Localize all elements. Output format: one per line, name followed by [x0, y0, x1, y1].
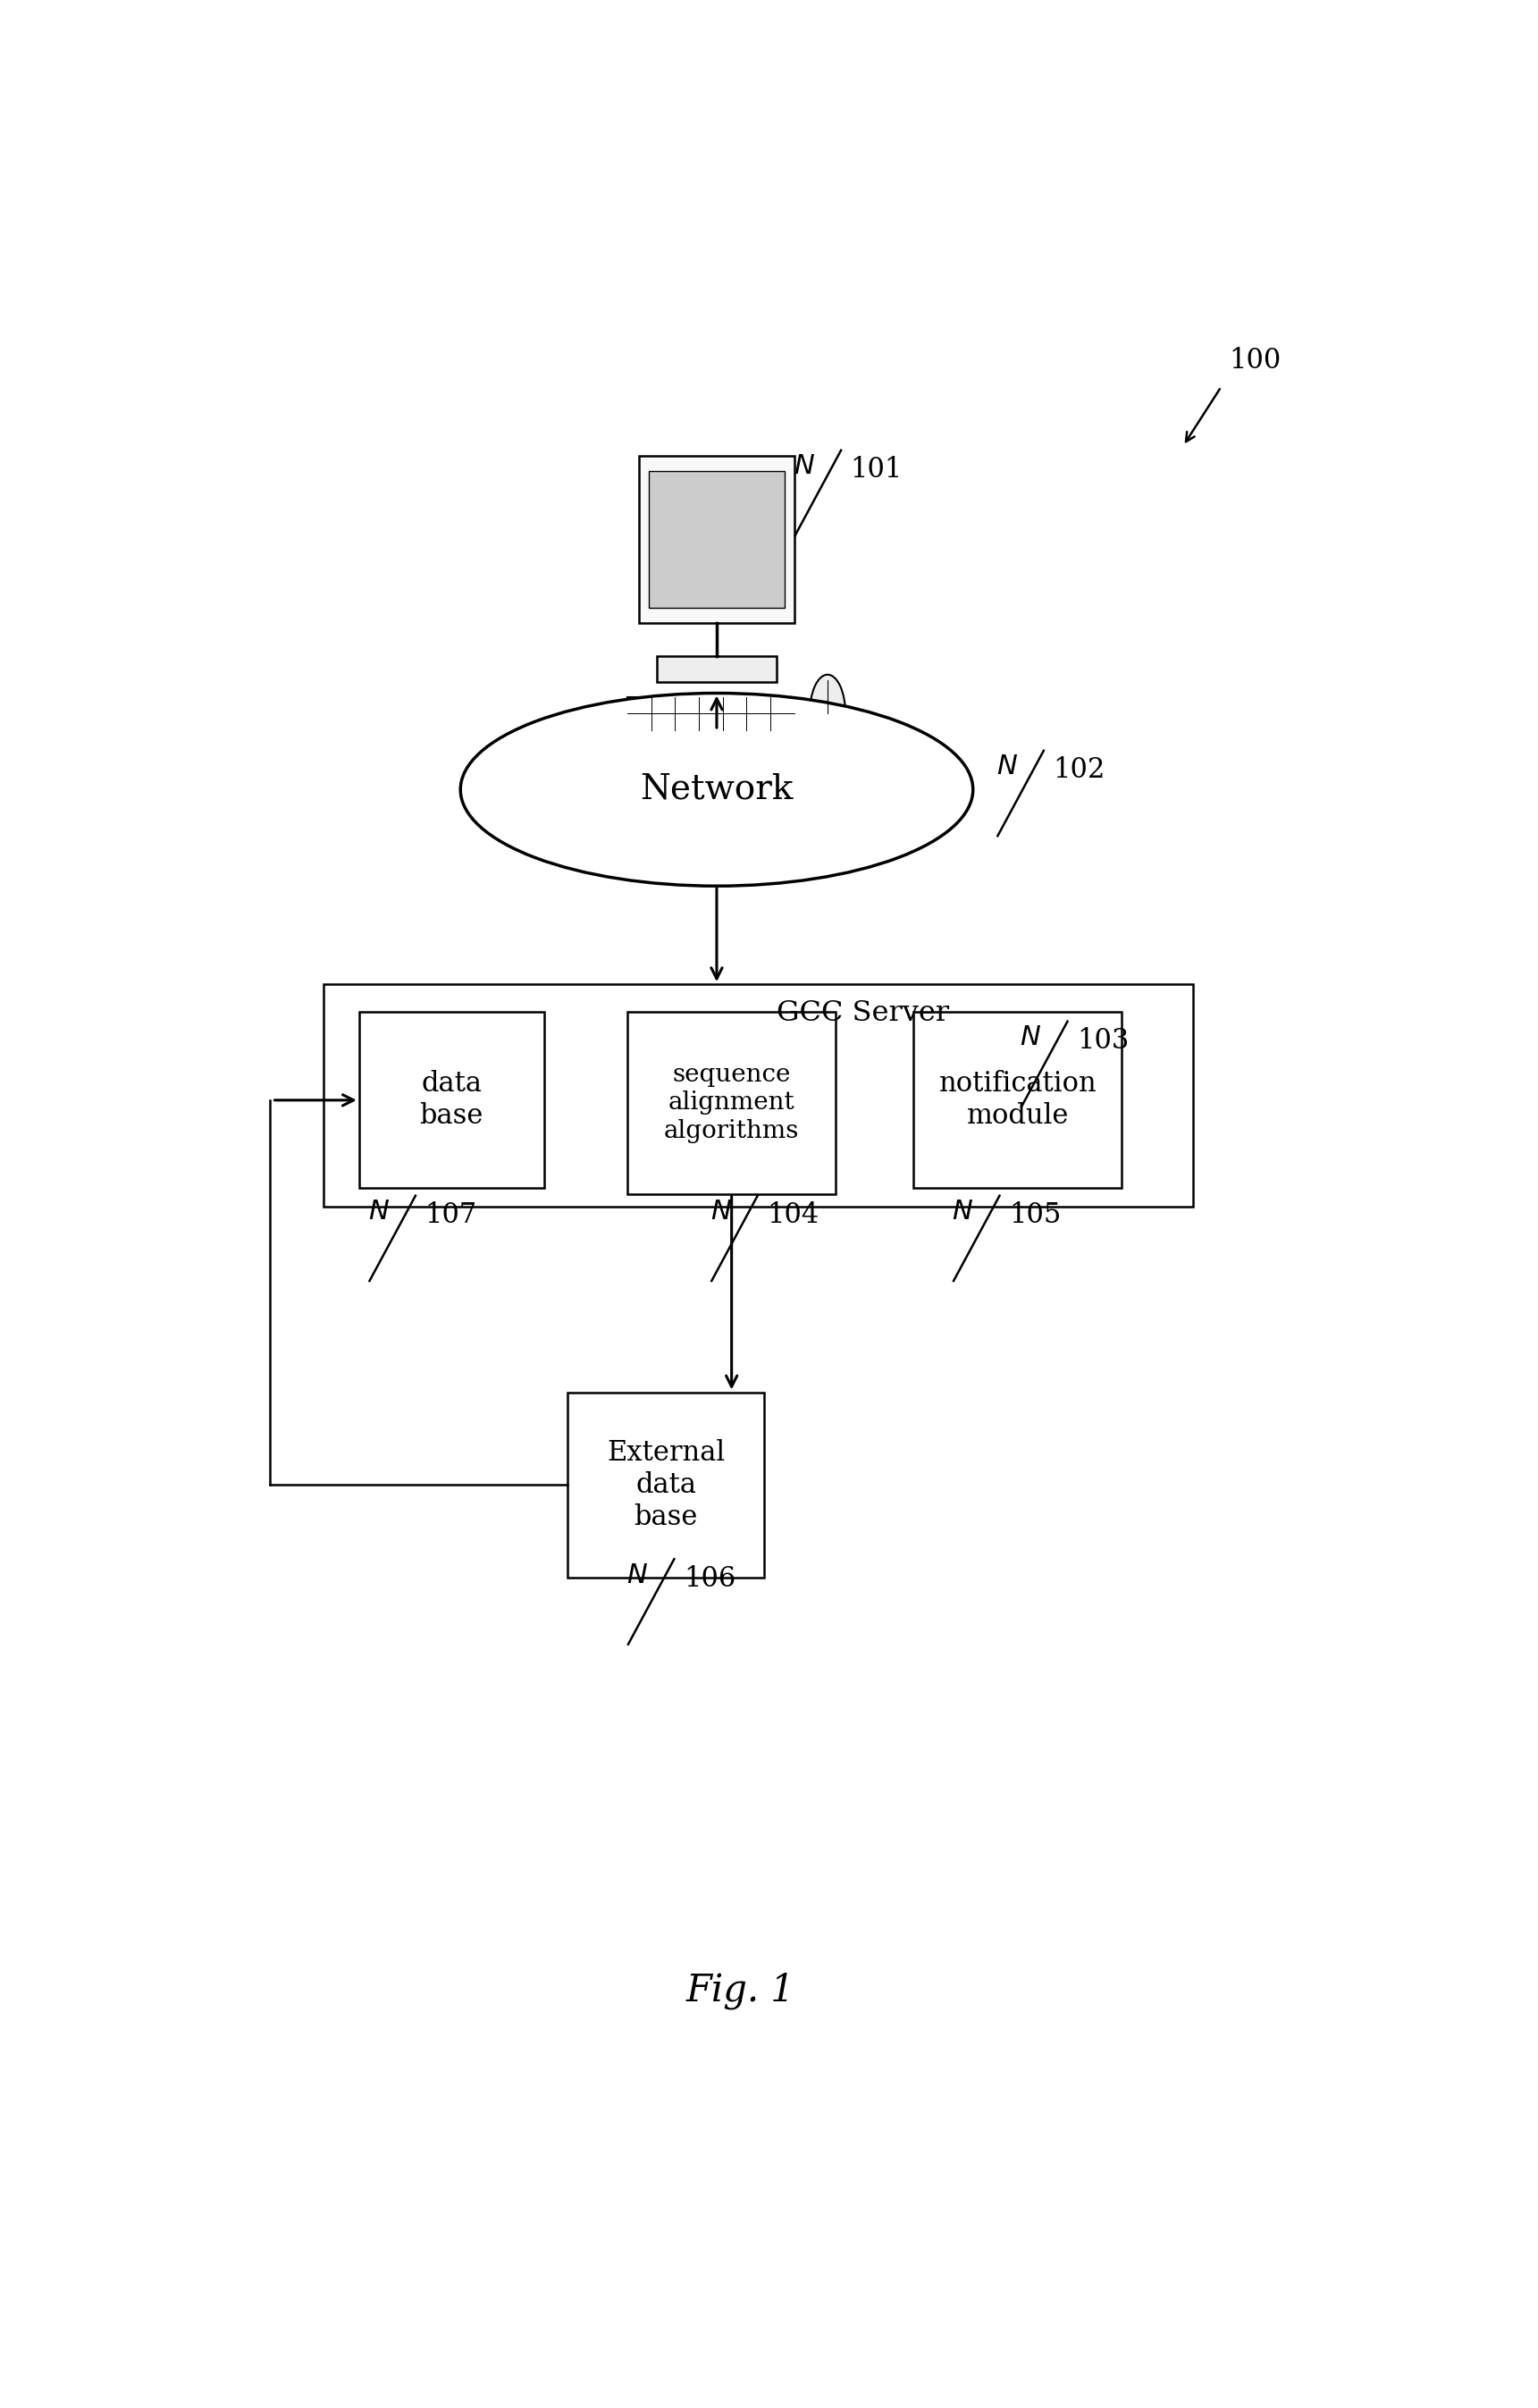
Text: $\mathit{N}$: $\mathit{N}$ [794, 453, 815, 479]
FancyBboxPatch shape [657, 655, 777, 681]
Text: 105: 105 [1009, 1202, 1061, 1228]
FancyBboxPatch shape [649, 470, 784, 607]
Text: 107: 107 [424, 1202, 477, 1228]
Text: External
data
base: External data base [608, 1440, 724, 1531]
Text: $\mathit{N}$: $\mathit{N}$ [952, 1197, 974, 1226]
Text: 106: 106 [684, 1565, 735, 1592]
Text: 101: 101 [851, 455, 903, 484]
FancyBboxPatch shape [568, 1392, 764, 1577]
Ellipse shape [460, 694, 974, 886]
Text: 103: 103 [1077, 1028, 1129, 1055]
Text: 104: 104 [767, 1202, 820, 1228]
Text: GCC Server: GCC Server [777, 999, 949, 1026]
FancyBboxPatch shape [914, 1011, 1123, 1187]
Text: $\mathit{N}$: $\mathit{N}$ [711, 1197, 732, 1226]
Text: 100: 100 [1229, 347, 1281, 373]
Text: Fig. 1: Fig. 1 [686, 1972, 795, 2011]
FancyBboxPatch shape [628, 1011, 837, 1194]
FancyBboxPatch shape [640, 455, 794, 624]
FancyBboxPatch shape [628, 696, 794, 730]
Text: data
base: data base [420, 1069, 483, 1129]
Text: 102: 102 [1054, 756, 1106, 785]
FancyBboxPatch shape [323, 985, 1193, 1206]
FancyBboxPatch shape [360, 1011, 544, 1187]
Text: sequence
alignment
algorithms: sequence alignment algorithms [664, 1062, 800, 1144]
Text: $\mathit{N}$: $\mathit{N}$ [997, 754, 1018, 780]
Text: $\mathit{N}$: $\mathit{N}$ [1020, 1023, 1041, 1052]
Text: $\mathit{N}$: $\mathit{N}$ [626, 1560, 647, 1589]
Text: notification
module: notification module [938, 1069, 1097, 1129]
Text: Network: Network [640, 773, 794, 807]
Text: $\mathit{N}$: $\mathit{N}$ [368, 1197, 389, 1226]
Ellipse shape [809, 674, 846, 754]
